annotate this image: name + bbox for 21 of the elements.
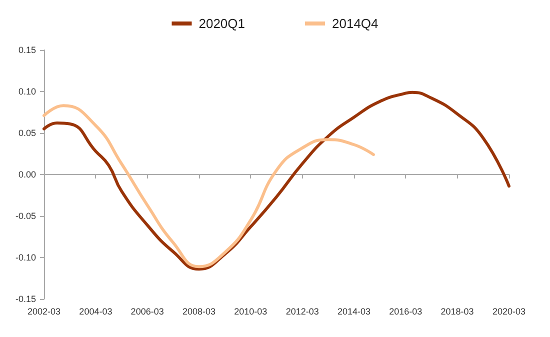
x-tick-label: 2002-03 [27, 306, 61, 316]
line-series [42, 90, 510, 271]
x-tick-label: 2012-03 [286, 306, 319, 316]
x-tick-label: 2016-03 [389, 306, 422, 316]
y-tick-label: 0.10 [18, 86, 36, 96]
x-tick-label: 2020-03 [492, 306, 526, 316]
legend-label: 2020Q1 [198, 16, 246, 31]
x-tick-label: 2010-03 [234, 306, 268, 316]
y-tick-label: -0.05 [15, 211, 36, 221]
y-tick-label: 0.00 [18, 170, 36, 180]
y-tick-label: 0.15 [18, 45, 36, 55]
x-tick-label: 2004-03 [79, 306, 112, 316]
x-tick-label: 2014-03 [337, 306, 370, 316]
x-tick-label: 2008-03 [182, 306, 216, 316]
line-series [42, 104, 375, 268]
legend-label: 2014Q4 [332, 16, 378, 31]
x-tick-label: 2018-03 [440, 306, 474, 316]
x-tick-label: 2006-03 [130, 306, 164, 316]
y-tick-label: -0.15 [15, 294, 36, 304]
y-tick-label: -0.10 [15, 252, 36, 262]
y-tick-label: 0.05 [18, 128, 36, 138]
